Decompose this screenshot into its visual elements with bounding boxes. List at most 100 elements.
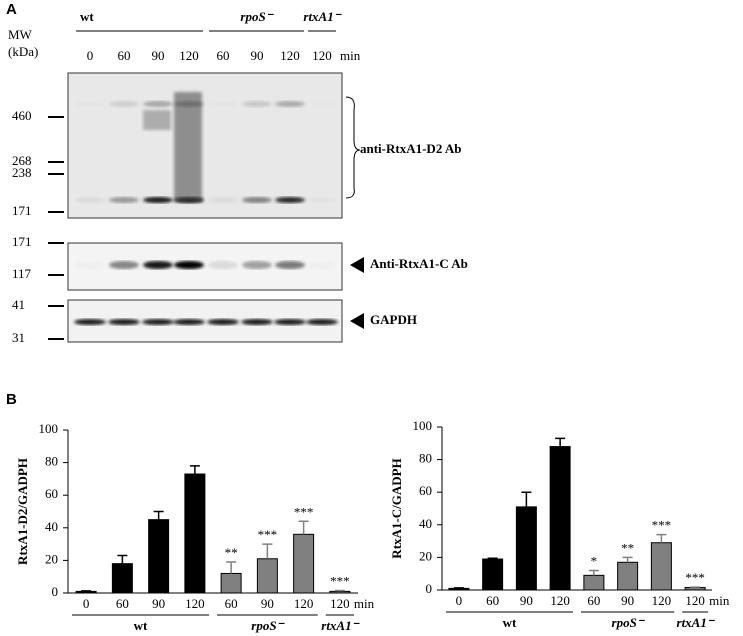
bar (684, 587, 706, 591)
mw-marker: 268 (12, 153, 32, 168)
error-bar (117, 554, 128, 564)
bar (583, 574, 605, 591)
x-tick-label: 90 (621, 593, 634, 608)
error-bar (656, 533, 667, 543)
band (241, 319, 273, 325)
mw-label: (kDa) (8, 44, 38, 59)
band (208, 261, 238, 269)
x-unit-label: min (709, 593, 730, 608)
band (174, 261, 204, 269)
band (143, 261, 173, 269)
x-tick-label: 120 (550, 593, 570, 608)
band (143, 101, 173, 107)
x-tick-label: 120 (185, 596, 205, 611)
band (75, 261, 105, 269)
panel-label: A (6, 1, 17, 18)
group-label: rpoS⁻ (240, 9, 274, 24)
significance-label: *** (652, 518, 672, 533)
mw-marker: 171 (12, 203, 32, 218)
y-tick-label: 0 (52, 584, 59, 599)
antibody-label: GAPDH (370, 312, 417, 327)
bar (549, 446, 571, 591)
band (108, 319, 140, 325)
group-label: rtxA1⁻ (303, 9, 342, 24)
significance-label: *** (294, 504, 314, 519)
y-tick-label: 20 (419, 548, 432, 563)
x-tick-label: 60 (116, 596, 129, 611)
y-axis-label: RtxA1-C/GADPH (389, 458, 404, 558)
bar (515, 506, 537, 591)
group-label: wt (134, 618, 148, 633)
band (109, 197, 139, 203)
mw-marker: 171 (12, 234, 32, 249)
lane-label: 90 (152, 48, 165, 63)
unit-label: min (340, 48, 361, 63)
lane-label: 60 (118, 48, 131, 63)
antibody-label: anti-RtxA1-D2 Ab (360, 141, 461, 156)
lane-label: 120 (179, 48, 199, 63)
bar (617, 561, 639, 591)
band (242, 101, 272, 107)
error-bar (487, 557, 498, 560)
mw-marker: 31 (12, 330, 25, 345)
band (74, 319, 106, 325)
band (75, 101, 105, 107)
band (242, 197, 272, 203)
band (109, 261, 139, 269)
lane-label: 120 (312, 48, 332, 63)
x-tick-label: 90 (261, 596, 274, 611)
bar (111, 563, 133, 594)
significance-label: *** (258, 527, 278, 542)
bar (329, 590, 351, 594)
group-label: wt (80, 9, 94, 24)
significance-label: *** (685, 570, 705, 585)
x-tick-label: 0 (456, 593, 463, 608)
x-tick-label: 60 (225, 596, 238, 611)
bar (184, 473, 206, 594)
bar (482, 558, 504, 591)
x-tick-label: 60 (587, 593, 600, 608)
x-tick-label: 120 (685, 593, 705, 608)
y-tick-label: 100 (39, 421, 59, 436)
band (143, 197, 173, 203)
group-label: rtxA1⁻ (321, 618, 360, 633)
error-bar (555, 437, 566, 447)
x-tick-label: 0 (83, 596, 90, 611)
lane-label: 90 (251, 48, 264, 63)
significance-label: ** (621, 540, 634, 555)
error-bar (334, 589, 345, 592)
y-tick-label: 0 (426, 581, 433, 596)
bar (220, 572, 242, 594)
y-tick-label: 80 (45, 454, 58, 469)
y-tick-label: 60 (419, 483, 432, 498)
error-bar (262, 543, 273, 559)
band (275, 101, 305, 107)
antibody-label: Anti-RtxA1-C Ab (370, 256, 468, 271)
bar (256, 558, 278, 594)
y-tick-label: 40 (45, 519, 58, 534)
y-tick-label: 20 (45, 551, 58, 566)
error-bar (298, 520, 309, 535)
significance-label: *** (330, 574, 350, 589)
group-label: wt (503, 615, 517, 630)
mw-marker: 238 (12, 165, 32, 180)
lane-label: 60 (217, 48, 230, 63)
band (307, 101, 337, 107)
error-bar (521, 491, 532, 507)
x-unit-label: min (354, 596, 375, 611)
error-bar (153, 510, 164, 520)
x-tick-label: 90 (152, 596, 165, 611)
mw-label: MW (8, 27, 33, 42)
band (208, 101, 238, 107)
mw-marker: 460 (12, 108, 32, 123)
y-tick-label: 40 (419, 516, 432, 531)
error-bar (189, 465, 200, 475)
error-bar (226, 561, 237, 574)
x-tick-label: 120 (294, 596, 314, 611)
x-tick-label: 90 (520, 593, 533, 608)
band (307, 197, 337, 203)
band (275, 197, 305, 203)
y-tick-label: 100 (413, 418, 433, 433)
blot (67, 72, 343, 219)
significance-label: * (591, 553, 598, 568)
